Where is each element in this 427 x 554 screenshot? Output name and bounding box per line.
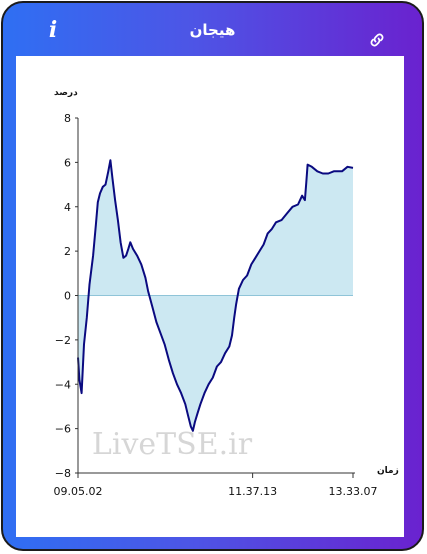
y-tick-label: 8 <box>64 112 71 125</box>
y-tick-label: 0 <box>64 290 71 303</box>
y-tick-label: −2 <box>55 334 71 347</box>
y-tick-label: 4 <box>64 201 71 214</box>
watermark: LiveTSE.ir <box>92 427 253 462</box>
page-title: هیجان <box>189 21 236 39</box>
area-fill <box>78 160 353 431</box>
info-button[interactable]: i <box>48 17 58 43</box>
y-tick-label: −4 <box>55 378 71 391</box>
y-axis-unit-label: درصد <box>54 88 78 98</box>
x-tick-label: 11.37.13 <box>228 485 277 498</box>
link-icon[interactable] <box>368 31 386 49</box>
y-tick-label: −6 <box>55 423 71 436</box>
x-tick-label: 09.05.02 <box>54 485 103 498</box>
chart-card: درصد زمان 8 6 4 2 0 −2 −4 −6 −8 09.05.02 11.37.13… <box>16 56 404 537</box>
y-tick-label: −8 <box>55 467 71 480</box>
x-tick-label: 13.33.07 <box>329 485 378 498</box>
x-axis-unit-label: زمان <box>377 466 399 476</box>
header-bar: i هیجان <box>3 3 422 55</box>
y-tick-label: 6 <box>64 156 71 169</box>
y-tick-label: 2 <box>64 245 71 258</box>
series-line <box>77 159 354 432</box>
sentiment-chart: درصد زمان 8 6 4 2 0 −2 −4 −6 −8 09.05.02 11.37.13… <box>54 88 399 498</box>
